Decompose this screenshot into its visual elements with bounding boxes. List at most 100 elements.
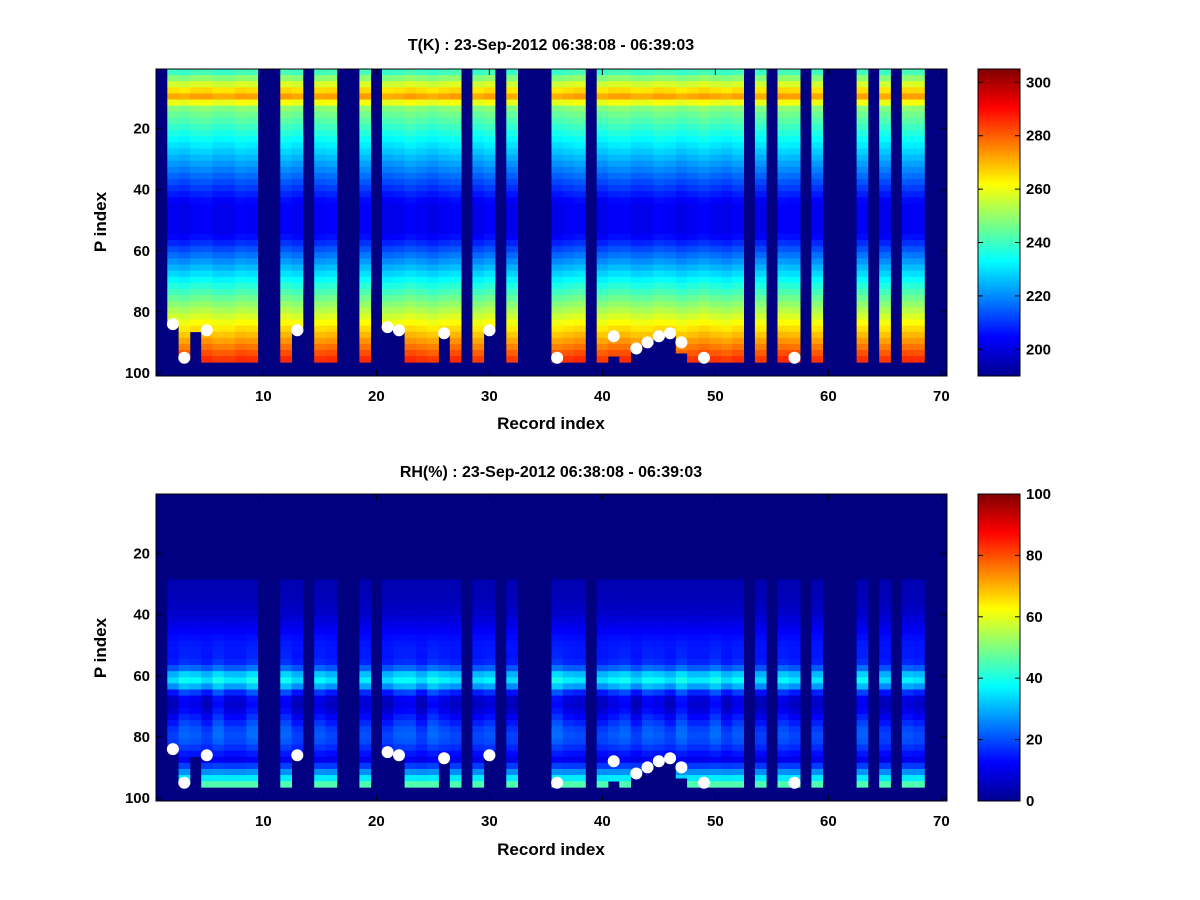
heatmap-cell: [325, 579, 338, 587]
heatmap-cell: [619, 142, 631, 149]
heatmap-cell: [393, 307, 405, 314]
heatmap-cell: [325, 671, 338, 678]
heatmap-cell: [415, 738, 428, 745]
heatmap-cell: [879, 160, 891, 168]
heatmap-cell: [811, 319, 824, 326]
heatmap-cell: [325, 356, 338, 363]
heatmap-cell: [675, 276, 688, 284]
heatmap-cell: [574, 762, 586, 770]
heatmap-cell: [653, 276, 665, 284]
heatmap-cell: [438, 720, 451, 727]
heatmap-cell: [777, 160, 790, 168]
heatmap-cell: [280, 548, 292, 556]
heatmap-cell: [721, 756, 733, 764]
heatmap-cell: [415, 270, 428, 278]
heatmap-cell: [879, 221, 891, 229]
heatmap-cell: [653, 506, 665, 513]
heatmap-cell: [901, 81, 914, 88]
heatmap-cell: [314, 123, 326, 131]
heatmap-cell: [223, 579, 236, 587]
heatmap-cell: [246, 123, 259, 131]
temperature-colorbar-gradient: [977, 68, 1021, 377]
heatmap-cell: [404, 105, 417, 113]
heatmap-cell: [223, 240, 236, 247]
heatmap-cell: [393, 597, 405, 605]
heatmap-cell: [551, 518, 564, 525]
heatmap-cell: [393, 117, 405, 125]
heatmap-cell: [415, 343, 428, 351]
heatmap-cell: [246, 331, 259, 339]
heatmap-cell: [438, 628, 451, 635]
heatmap-cell: [415, 136, 428, 143]
heatmap-cell: [913, 707, 925, 715]
heatmap-cell: [901, 270, 914, 278]
heatmap-cell: [675, 744, 688, 751]
heatmap-cell: [415, 732, 428, 739]
heatmap-cell: [721, 148, 733, 155]
heatmap-cell: [788, 343, 801, 351]
heatmap-column: [438, 494, 451, 761]
surface-marker-point: [551, 351, 564, 364]
heatmap-cell: [212, 319, 225, 326]
heatmap-cell: [178, 506, 191, 513]
heatmap-cell: [382, 616, 394, 623]
heatmap-cell: [223, 781, 236, 788]
heatmap-cell: [483, 215, 496, 223]
heatmap-cell: [246, 542, 259, 550]
heatmap-cell: [653, 111, 665, 119]
heatmap-cell: [178, 258, 191, 265]
heatmap-column: [189, 69, 202, 333]
heatmap-cell: [235, 325, 247, 333]
heatmap-cell: [427, 264, 439, 272]
heatmap-cell: [404, 246, 417, 253]
heatmap-cell: [653, 75, 665, 82]
heatmap-cell: [438, 701, 451, 709]
heatmap-cell: [189, 494, 202, 501]
heatmap-cell: [551, 585, 564, 593]
heatmap-cell: [596, 616, 609, 623]
heatmap-cell: [619, 148, 631, 155]
heatmap-cell: [788, 233, 801, 241]
heatmap-cell: [653, 518, 665, 525]
heatmap-cell: [641, 301, 654, 308]
heatmap-cell: [698, 93, 711, 100]
heatmap-cell: [698, 585, 711, 593]
heatmap-cell: [641, 750, 654, 758]
heatmap-cell: [551, 695, 564, 703]
heatmap-cell: [811, 512, 824, 519]
heatmap-cell: [551, 573, 564, 580]
heatmap-cell: [879, 270, 891, 278]
heatmap-cell: [223, 768, 236, 776]
heatmap-cell: [415, 142, 428, 149]
heatmap-cell: [562, 542, 575, 550]
heatmap-cell: [359, 500, 372, 507]
heatmap-cell: [415, 518, 428, 525]
heatmap-cell: [393, 197, 405, 204]
heatmap-cell: [212, 634, 225, 642]
heatmap-cell: [754, 350, 767, 357]
heatmap-cell: [438, 227, 451, 235]
heatmap-cell: [438, 319, 451, 326]
heatmap-cell: [223, 646, 236, 654]
heatmap-cell: [201, 567, 213, 574]
heatmap-cell: [619, 567, 631, 574]
heatmap-cell: [913, 215, 925, 223]
heatmap-cell: [246, 518, 259, 525]
heatmap-cell: [721, 160, 733, 168]
heatmap-cell: [246, 337, 259, 345]
heatmap-cell: [879, 319, 891, 326]
heatmap-cell: [438, 524, 451, 532]
heatmap-cell: [664, 695, 677, 703]
heatmap-cell: [483, 597, 496, 605]
heatmap-cell: [732, 105, 744, 113]
heatmap-cell: [235, 567, 247, 574]
heatmap-cell: [551, 154, 564, 162]
heatmap-cell: [754, 81, 767, 88]
heatmap-cell: [721, 768, 733, 776]
heatmap-cell: [574, 105, 586, 113]
heatmap-cell: [709, 227, 722, 235]
heatmap-cell: [427, 172, 439, 180]
heatmap-cell: [201, 288, 213, 296]
heatmap-cell: [223, 136, 236, 143]
